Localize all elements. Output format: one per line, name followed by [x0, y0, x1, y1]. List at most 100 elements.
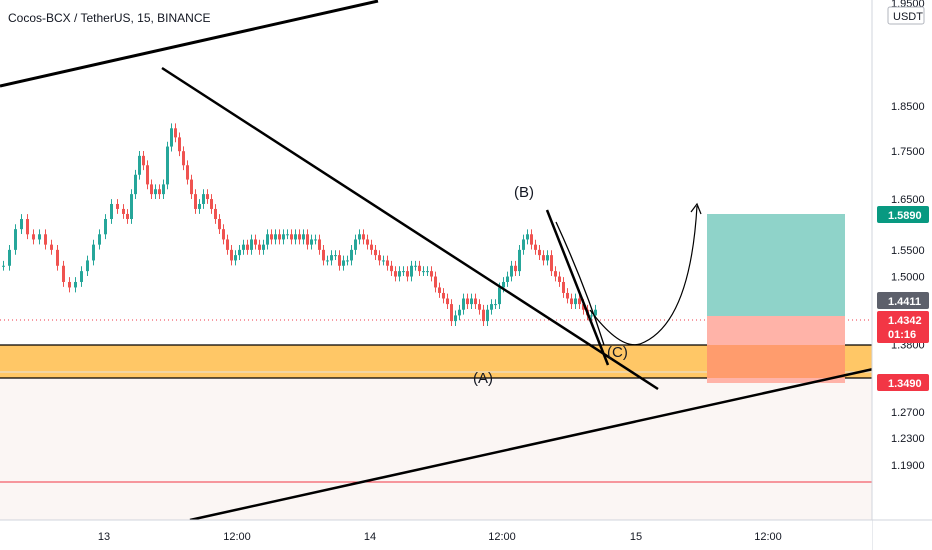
- descending-trendline[interactable]: [161, 66, 659, 391]
- candle-body: [210, 199, 213, 209]
- candle-body: [338, 255, 341, 266]
- price-axis-panel[interactable]: [872, 0, 932, 520]
- candle-body: [474, 298, 477, 305]
- price-tick-label: 1.5000: [891, 272, 925, 284]
- candle-body: [470, 298, 473, 305]
- candle-body: [466, 298, 469, 305]
- candle-body: [446, 298, 449, 305]
- candle-body: [116, 203, 119, 209]
- currency-box[interactable]: [887, 6, 925, 25]
- candle-body: [202, 194, 205, 204]
- candle-body: [566, 292, 569, 299]
- candle-body: [74, 281, 77, 288]
- candle-body: [68, 281, 71, 288]
- candle-body: [386, 260, 389, 266]
- candle-body: [322, 249, 325, 261]
- candle-body: [366, 239, 369, 245]
- candle-body: [334, 255, 337, 257]
- candle-body: [158, 189, 161, 195]
- candle-body: [550, 255, 553, 272]
- candle-body: [562, 281, 565, 293]
- time-tick-label: 12:00: [488, 531, 516, 543]
- candle-body: [166, 146, 169, 185]
- candle-body: [426, 271, 429, 273]
- candle-body: [542, 255, 545, 261]
- wave-c-label: (C): [607, 344, 628, 361]
- price-tick-label: 1.6500: [891, 194, 925, 206]
- candle-body: [310, 239, 313, 245]
- candle-body: [198, 203, 201, 209]
- wedge-line-1[interactable]: [545, 209, 610, 366]
- candle-body: [146, 165, 149, 185]
- candle-body: [398, 271, 401, 277]
- candle-body: [86, 260, 89, 272]
- candle-body: [454, 315, 457, 322]
- candle-body: [56, 249, 59, 266]
- projection-path[interactable]: [589, 205, 698, 346]
- candle-body: [418, 265, 421, 272]
- candle-body: [2, 265, 5, 267]
- candle-body: [374, 249, 377, 256]
- candle-body: [134, 174, 137, 195]
- wave-b-label: (B): [514, 184, 534, 201]
- candle-body: [318, 239, 321, 250]
- candle-body: [26, 218, 29, 235]
- time-tick-label: 14: [364, 531, 376, 543]
- wedge-curve[interactable]: [555, 221, 605, 346]
- candle-body: [186, 165, 189, 180]
- candle-body: [382, 260, 385, 262]
- candle-body: [98, 234, 101, 245]
- candle-body: [462, 298, 465, 310]
- candle-body: [246, 244, 249, 250]
- price-tick-label: 1.1900: [891, 460, 925, 472]
- candle-body: [434, 276, 437, 288]
- wave-a-label: (A): [473, 370, 493, 387]
- loss-area-zone-overlap: [707, 345, 845, 378]
- candle-body: [110, 203, 113, 219]
- candle-body: [14, 229, 17, 250]
- price-tick-label: 1.2700: [891, 407, 925, 419]
- last-price-badge-bg: [877, 311, 929, 343]
- candle-body: [226, 239, 229, 250]
- candle-body: [534, 244, 537, 250]
- candles-group: [2, 123, 597, 326]
- candle-body: [266, 234, 269, 245]
- entry-badge-label: 1.4411: [888, 296, 921, 308]
- candle-body: [38, 234, 41, 240]
- candle-body: [278, 234, 281, 240]
- candle-body: [214, 208, 217, 219]
- candle-body: [362, 234, 365, 240]
- candle-body: [482, 309, 485, 322]
- candle-body: [546, 255, 549, 261]
- candle-body: [170, 128, 173, 147]
- candle-body: [558, 276, 561, 282]
- candle-body: [250, 239, 253, 250]
- candle-body: [594, 309, 597, 316]
- candle-body: [414, 265, 417, 267]
- time-axis-panel[interactable]: [0, 520, 872, 550]
- candle-body: [8, 249, 11, 266]
- candle-body: [126, 213, 129, 219]
- candle-body: [478, 304, 481, 310]
- candle-body: [174, 128, 177, 138]
- candle-body: [422, 271, 425, 273]
- candle-body: [282, 234, 285, 240]
- countdown-label: 01:16: [888, 329, 916, 341]
- candle-body: [222, 229, 225, 240]
- candle-body: [498, 287, 501, 305]
- candle-body: [44, 234, 47, 245]
- chart-title: Cocos-BCX / TetherUS, 15, BINANCE: [8, 11, 211, 25]
- candle-body: [194, 194, 197, 209]
- candle-body: [538, 249, 541, 256]
- candle-body: [518, 249, 521, 272]
- candle-body: [506, 276, 509, 282]
- channel-top-line[interactable]: [0, 0, 379, 88]
- candle-body: [314, 239, 317, 241]
- profit-area[interactable]: [707, 214, 845, 316]
- candle-body: [286, 234, 289, 236]
- channel-bottom-line[interactable]: [189, 354, 932, 522]
- candle-body: [234, 255, 237, 261]
- candle-body: [290, 234, 293, 240]
